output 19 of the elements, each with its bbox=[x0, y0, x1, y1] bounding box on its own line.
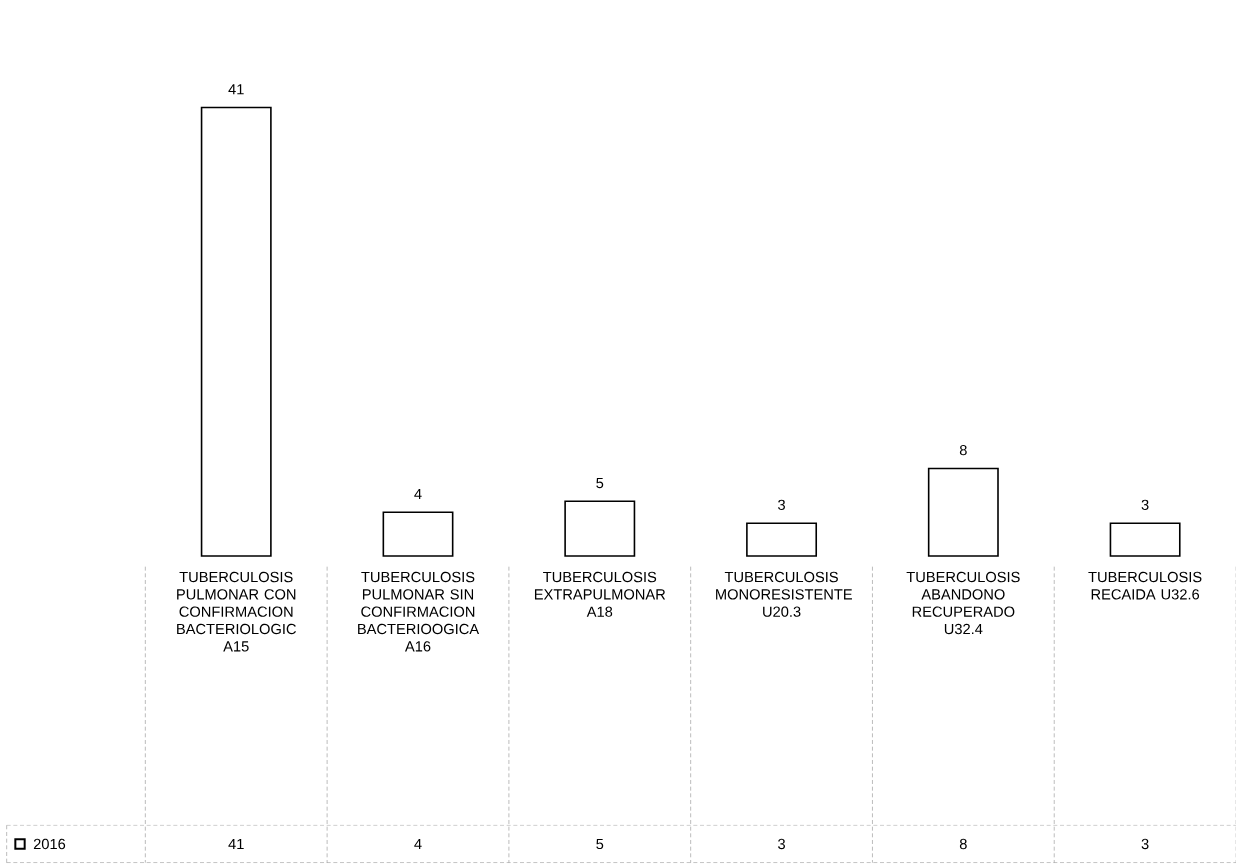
annotation: 8 bbox=[959, 444, 967, 456]
x-tick-label: TUBERCULOSIS ABANDONO RECUPERADO U32.4 bbox=[906, 571, 1020, 635]
x-tick-label: TUBERCULOSIS MONORESISTENTE U20.3 bbox=[716, 571, 852, 617]
data-label: 41 bbox=[228, 838, 244, 849]
data-label: 4 bbox=[414, 838, 422, 849]
annotation: 5 bbox=[596, 477, 604, 488]
legend-label: 2016 bbox=[33, 838, 66, 850]
data-label: 3 bbox=[1141, 838, 1149, 850]
data-label: 5 bbox=[596, 838, 604, 849]
data-label: 3 bbox=[778, 838, 785, 850]
text: 41 bbox=[228, 84, 244, 95]
data-label: 8 bbox=[959, 838, 967, 850]
x-tick-label: TUBERCULOSIS EXTRAPULMONAR A18 bbox=[534, 571, 666, 617]
x-tick-label: TUBERCULOSIS PULMONAR CON CONFIRMACION BACTERIOLOGIC A15 bbox=[177, 571, 296, 652]
annotation: 4 bbox=[414, 488, 422, 499]
x-tick-label: TUBERCULOSIS RECAIDA U32.6 bbox=[1088, 571, 1202, 600]
x-tick-label: TUBERCULOSIS PULMONAR SIN CONFIRMACION BACTERIOOGICA A16 bbox=[358, 571, 480, 652]
annotation: 3 bbox=[778, 499, 785, 510]
annotation: 3 bbox=[1141, 499, 1149, 510]
